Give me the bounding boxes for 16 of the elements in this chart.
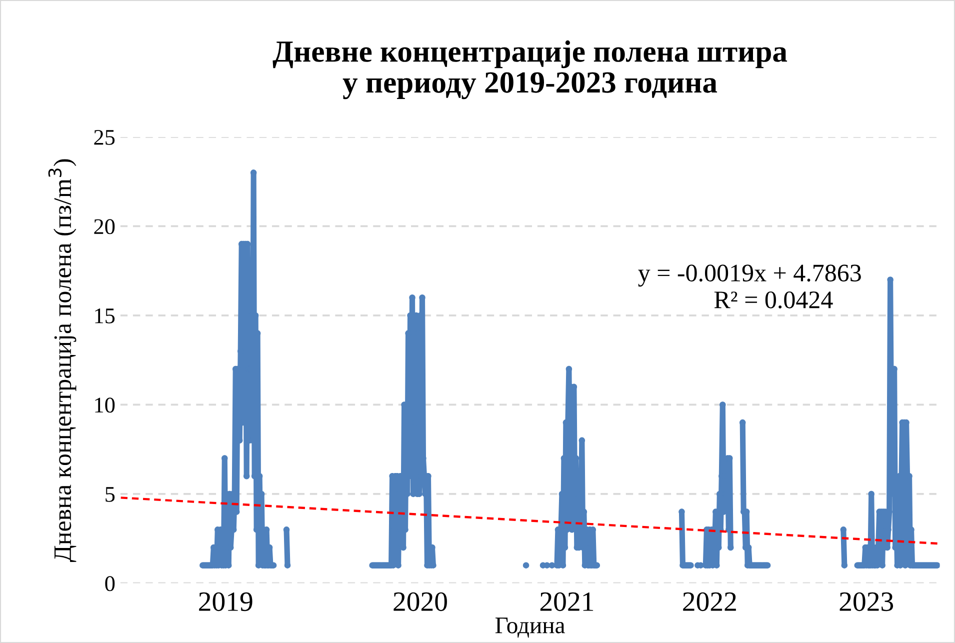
y-axis-title: Дневна концентрација полена (пз/m$^{3}$) <box>48 159 76 562</box>
x-axis-title: Година <box>495 618 565 638</box>
x-tick-label: 2020 <box>394 592 447 612</box>
y-tick-label: 25 <box>94 130 115 145</box>
x-tick-label: 2021 <box>540 592 594 612</box>
x-tick-label: 2022 <box>683 592 736 612</box>
x-tick-label: 2023 <box>840 592 894 612</box>
x-tick-label: 2019 <box>199 592 252 612</box>
y-tick-label: 10 <box>95 398 115 413</box>
y-tick-label: 0 <box>105 576 115 592</box>
annotation: R² = 0.0424 <box>714 291 833 308</box>
annotation: y = -0.0019x + 4.7863 <box>638 264 861 287</box>
chart-title: Дневне концентрације полена штира у периоду 2019-2023 година <box>272 40 788 100</box>
y-tick-label: 5 <box>106 487 115 502</box>
y-tick-label: 15 <box>95 308 115 324</box>
y-tick-label: 20 <box>94 219 115 234</box>
